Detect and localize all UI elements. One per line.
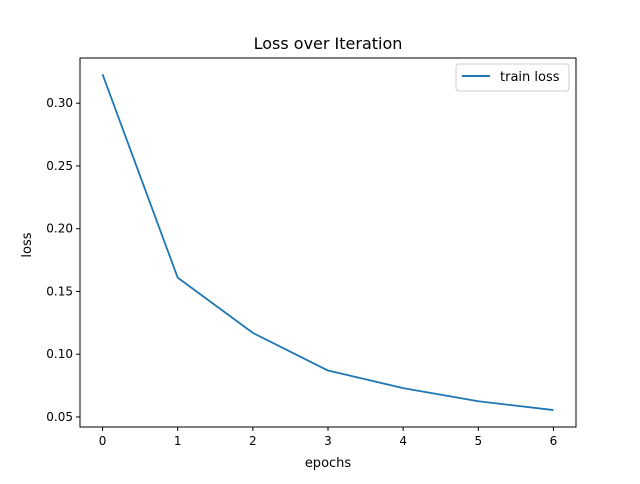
x-tick-label: 3 [324,434,332,448]
chart-title: Loss over Iteration [254,34,403,53]
y-tick-label: 0.20 [46,222,73,236]
legend-label-train-loss: train loss [500,70,560,85]
x-tick-label: 6 [550,434,558,448]
y-tick-label: 0.05 [46,410,73,424]
y-axis-label: loss [20,232,35,257]
legend: train loss [456,64,569,91]
x-tick-label: 4 [399,434,407,448]
x-tick-label: 0 [99,434,107,448]
y-tick-label: 0.10 [46,347,73,361]
x-axis-label: epochs [305,456,352,471]
y-tick-label: 0.25 [46,159,73,173]
y-tick-label: 0.15 [46,284,73,298]
y-tick-label: 0.30 [46,96,73,110]
x-tick-label: 5 [474,434,482,448]
x-tick-label: 2 [249,434,257,448]
x-tick-label: 1 [174,434,182,448]
